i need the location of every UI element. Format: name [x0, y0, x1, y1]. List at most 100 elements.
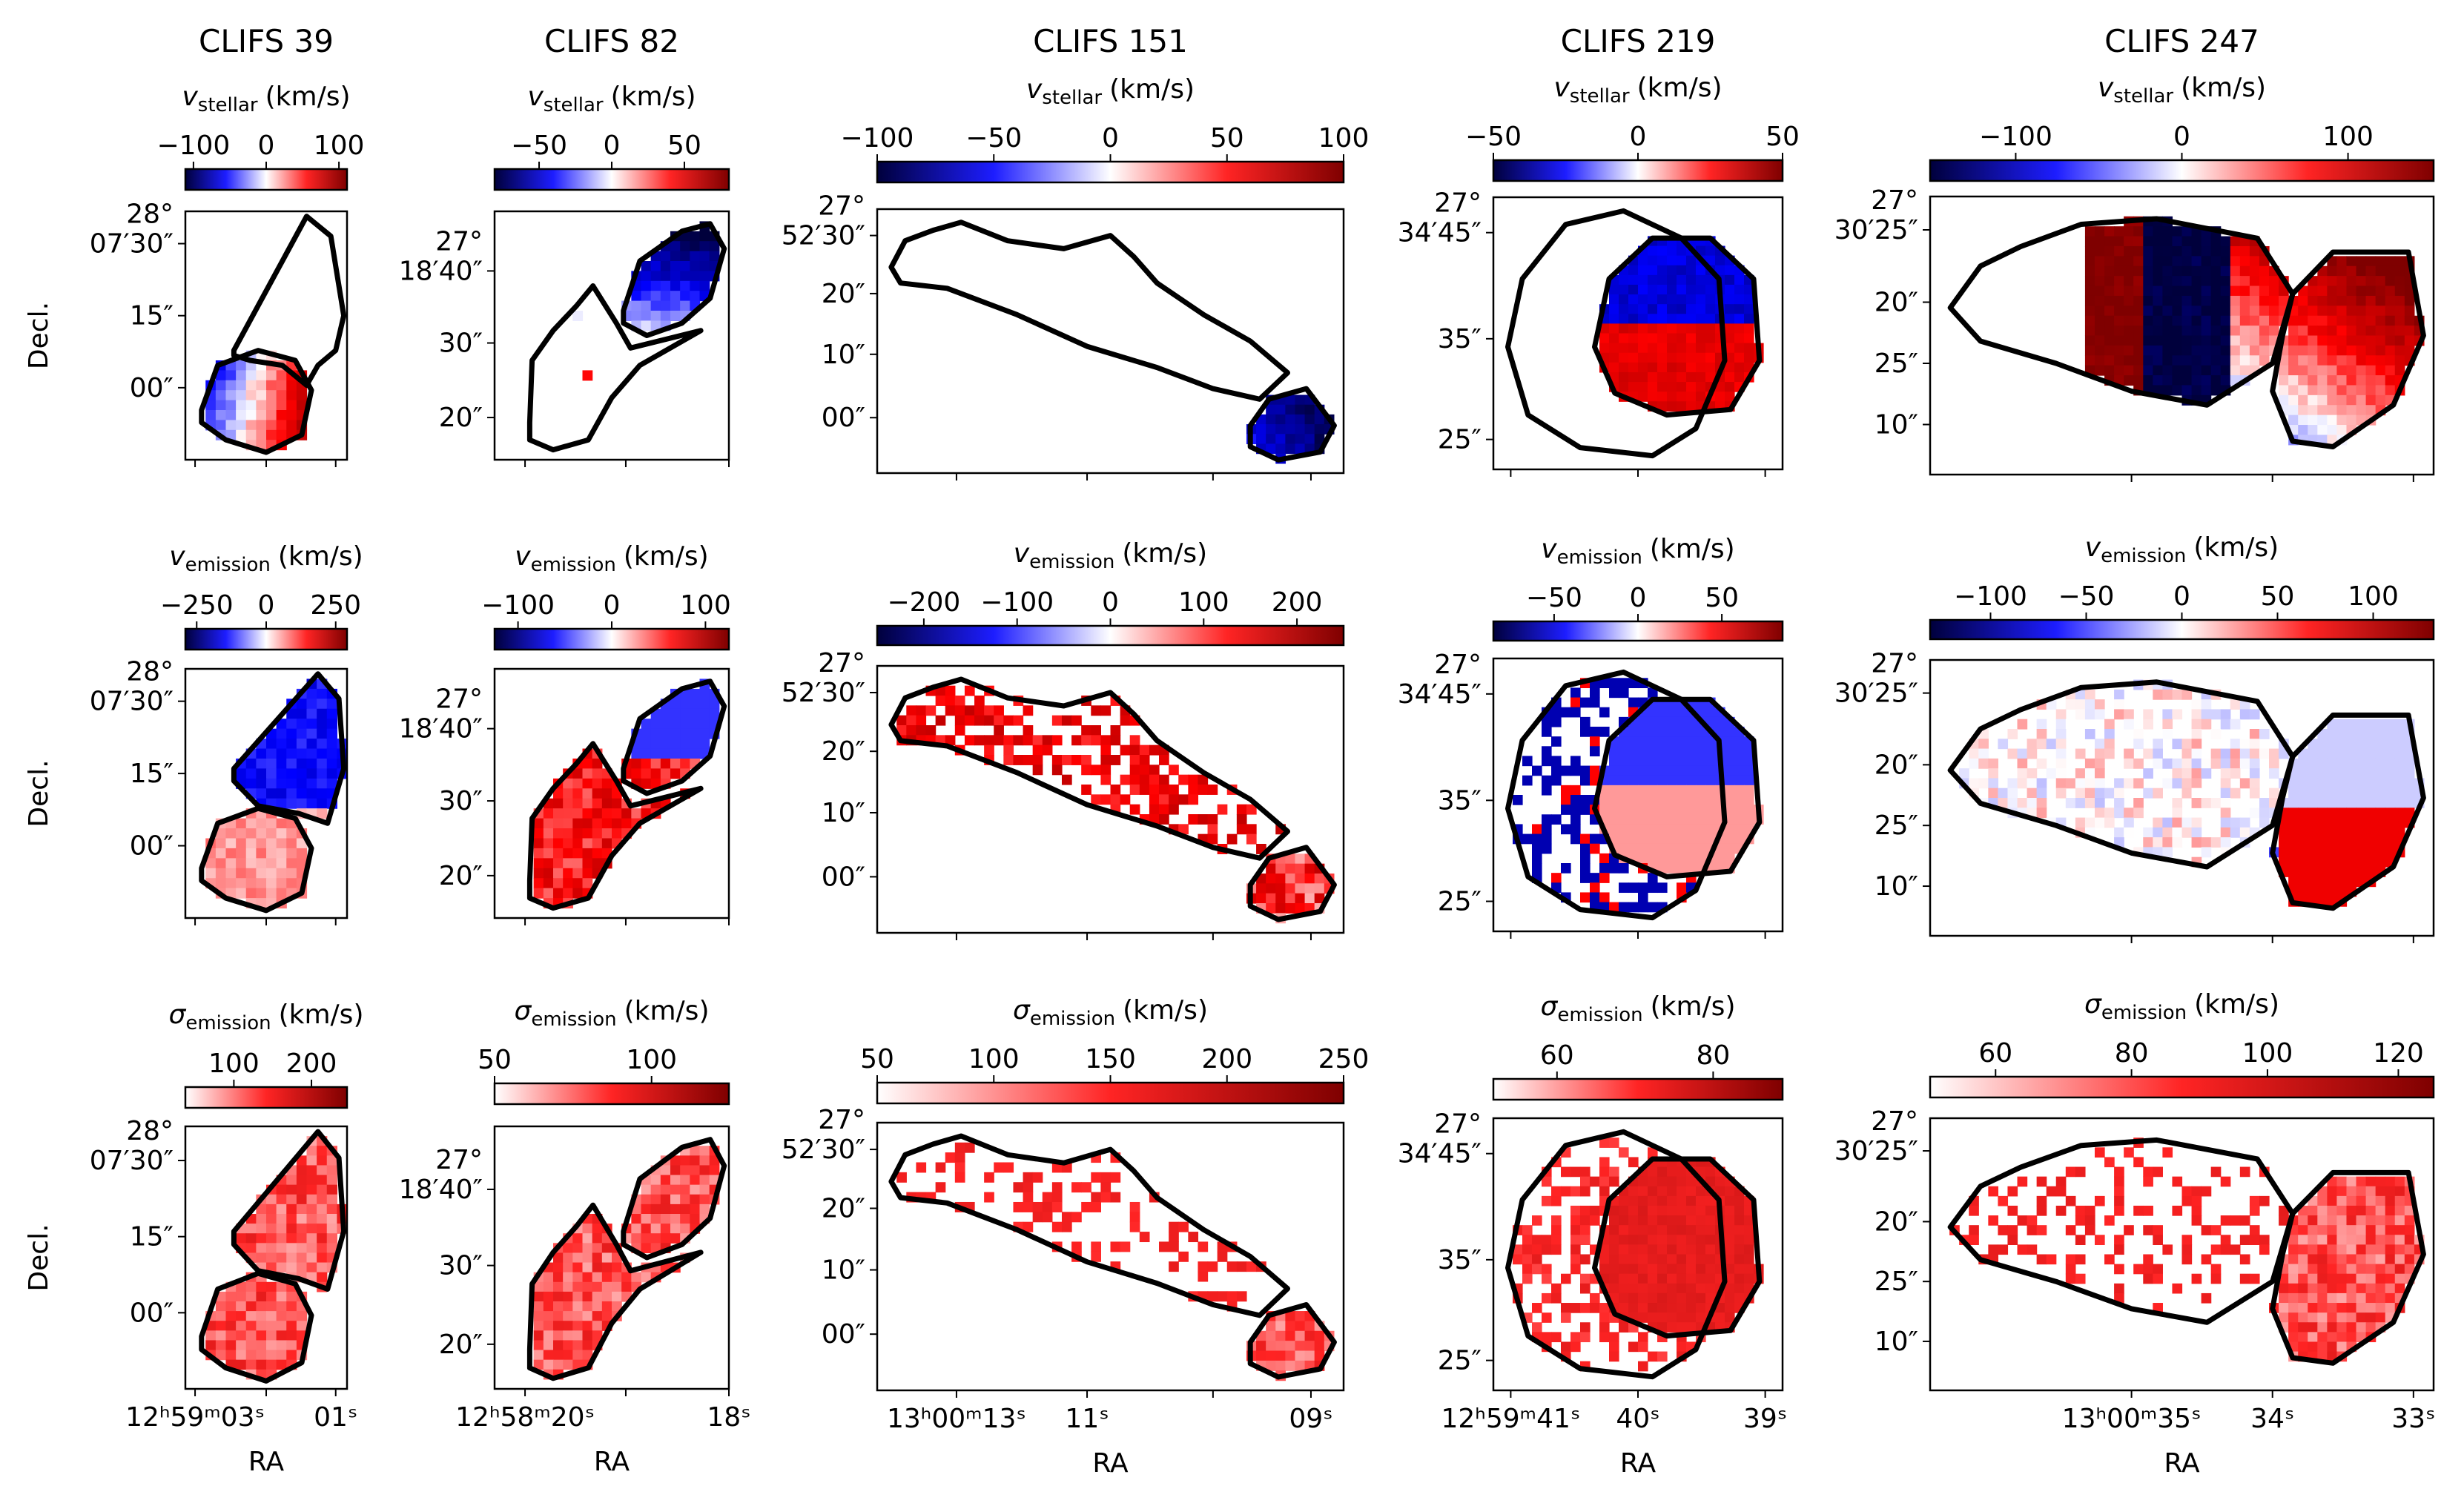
ytick-label: 10″ — [1875, 410, 1918, 440]
heatmap-pixel — [2191, 245, 2202, 257]
heatmap-pixel — [916, 705, 927, 716]
heatmap-pixel — [1217, 804, 1228, 815]
heatmap-pixel — [2143, 1225, 2153, 1235]
heatmap-pixel — [326, 708, 337, 719]
heatmap-pixel — [699, 728, 710, 739]
heatmap-pixel — [2279, 295, 2289, 306]
heatmap-pixel — [296, 758, 308, 769]
heatmap-pixel — [2385, 315, 2396, 326]
heatmap-pixel — [2317, 856, 2328, 868]
xtick-label: 01ˢ — [314, 1402, 357, 1433]
ytick-label: 27° 30′25″ — [1834, 1106, 1918, 1166]
heatmap-pixel — [1149, 744, 1160, 756]
heatmap-pixel — [2346, 867, 2357, 877]
heatmap-pixel — [2124, 808, 2134, 819]
heatmap-pixel — [296, 400, 308, 411]
heatmap-pixel — [2288, 798, 2299, 808]
heatmap-pixel — [2356, 778, 2367, 789]
heatmap-pixel — [2259, 335, 2270, 346]
axes-frame — [493, 210, 730, 461]
heatmap-pixel — [1266, 424, 1276, 435]
colorbar-tick-label: 250 — [310, 590, 361, 621]
heatmap-pixel — [601, 808, 612, 819]
heatmap-pixel — [2162, 256, 2173, 267]
heatmap-pixel — [2075, 1205, 2086, 1216]
heatmap-pixel — [2172, 236, 2183, 247]
heatmap-pixel — [2308, 425, 2318, 436]
heatmap-pixel — [1120, 744, 1131, 756]
heatmap-pixel — [1129, 755, 1140, 765]
heatmap-pixel — [1705, 1225, 1716, 1235]
heatmap-pixel — [2239, 827, 2250, 838]
heatmap-pixel — [2114, 787, 2124, 799]
heatmap-pixel — [553, 868, 564, 879]
heatmap-pixel — [1285, 1350, 1296, 1361]
galaxy-outline — [1592, 1156, 1763, 1339]
heatmap-pixel — [2288, 1312, 2299, 1323]
heatmap-pixel — [2365, 326, 2377, 337]
heatmap-pixel — [1275, 1341, 1286, 1352]
heatmap-pixel — [1570, 1264, 1581, 1275]
heatmap-pixel — [1638, 372, 1648, 383]
heatmap-pixel — [276, 888, 287, 899]
heatmap-pixel — [2336, 867, 2348, 877]
heatmap-pixel — [699, 739, 710, 750]
heatmap-pixel — [553, 1350, 564, 1361]
heatmap-pixel — [1590, 843, 1600, 854]
heatmap-pixel — [1677, 736, 1687, 747]
heatmap-pixel — [1051, 1182, 1063, 1193]
heatmap-pixel — [1725, 1205, 1735, 1216]
heatmap-pixel — [2055, 1176, 2067, 1187]
heatmap-pixel — [236, 848, 247, 859]
heatmap-pixel — [2346, 1273, 2357, 1284]
heatmap-pixel — [680, 261, 690, 271]
heatmap-pixel — [326, 1203, 337, 1215]
ytick-label-line: 18′40″ — [399, 256, 483, 286]
heatmap-pixel — [2172, 1283, 2183, 1294]
heatmap-pixel — [1696, 1264, 1706, 1275]
heatmap-pixel — [245, 878, 257, 889]
heatmap-pixel — [2269, 315, 2279, 326]
heatmap-pixel — [572, 311, 584, 321]
heatmap-pixel — [2375, 375, 2386, 386]
heatmap-pixel — [670, 311, 681, 321]
heatmap-pixel — [276, 1301, 287, 1312]
heatmap-pixel — [1032, 765, 1043, 776]
heatmap-pixel — [1657, 795, 1668, 805]
heatmap-pixel — [286, 739, 297, 750]
heatmap-pixel — [256, 818, 267, 829]
heatmap-pixel — [1648, 343, 1658, 354]
heatmap-pixel — [2308, 827, 2318, 838]
heatmap-pixel — [1677, 1341, 1687, 1353]
heatmap-pixel — [1648, 1254, 1658, 1265]
heatmap-pixel — [215, 878, 227, 889]
heatmap-pixel — [2055, 758, 2067, 769]
heatmap-pixel — [543, 1291, 554, 1302]
colorbar — [1929, 159, 2435, 182]
heatmap-pixel — [2036, 739, 2047, 750]
heatmap-pixel — [592, 1301, 603, 1312]
heatmap-pixel — [2375, 345, 2386, 356]
heatmap-pixel — [1744, 805, 1754, 815]
heatmap-pixel — [699, 241, 710, 252]
heatmap-pixel — [650, 719, 661, 730]
heatmap-pixel — [2288, 355, 2299, 366]
heatmap-pixel — [2317, 394, 2328, 406]
heatmap-pixel — [650, 768, 661, 779]
heatmap-pixel — [2143, 1254, 2153, 1265]
heatmap-pixel — [1677, 352, 1687, 363]
heatmap-pixel — [2375, 768, 2386, 779]
heatmap-pixel — [572, 1252, 584, 1264]
heatmap-pixel — [1667, 1264, 1677, 1275]
heatmap-pixel — [2365, 778, 2377, 789]
galaxy-outline — [199, 348, 314, 455]
heatmap-pixel — [1599, 863, 1610, 874]
heatmap-pixel — [2143, 1205, 2153, 1216]
heatmap-pixel — [1628, 304, 1639, 314]
heatmap-pixel — [631, 1272, 642, 1283]
heatmap-pixel — [225, 410, 237, 420]
heatmap-pixel — [1686, 1273, 1697, 1284]
heatmap-pixel — [1677, 795, 1687, 805]
heatmap-pixel — [2220, 817, 2231, 828]
heatmap-pixel — [306, 728, 317, 739]
